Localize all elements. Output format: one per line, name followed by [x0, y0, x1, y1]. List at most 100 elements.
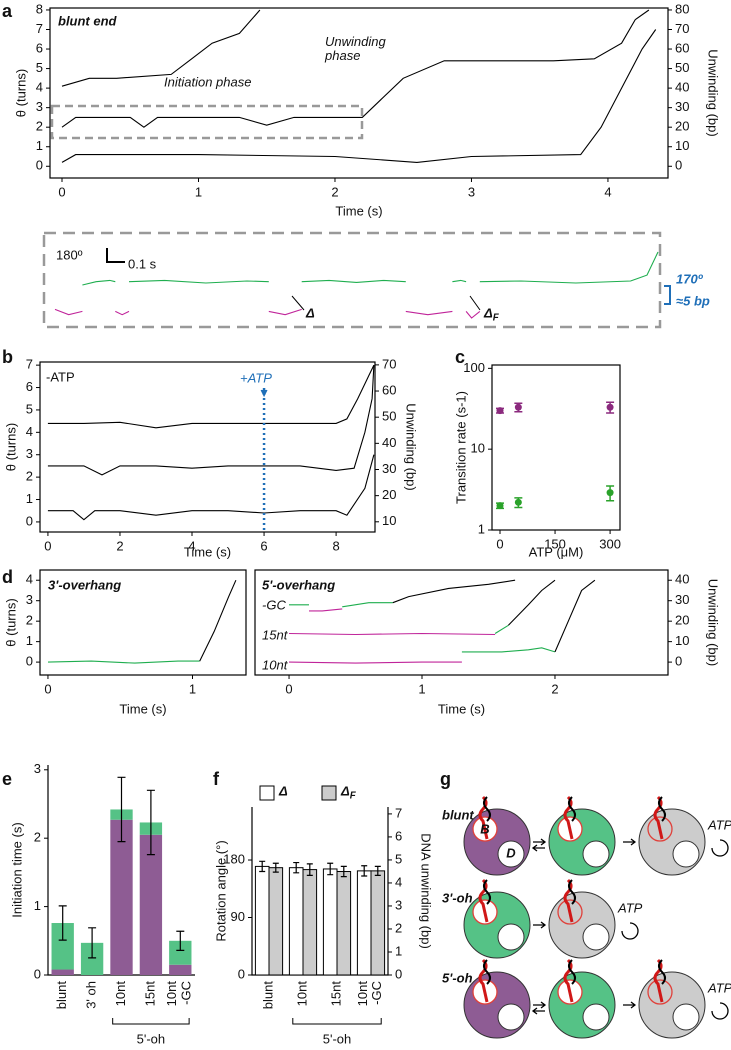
- panel-label: a: [2, 1, 13, 21]
- y2-tick-label: 50: [675, 60, 689, 75]
- atp-label: ATP: [707, 817, 731, 832]
- y2-tick-label: 10: [675, 138, 689, 153]
- y-tick-label: 7: [36, 21, 43, 36]
- arrow: [623, 838, 637, 846]
- annotation: 170º: [676, 271, 704, 286]
- group-bracket: [292, 1018, 382, 1025]
- rotation-arrow: [711, 1002, 729, 1020]
- y2-tick-label: 70: [675, 21, 689, 36]
- y2-tick-label: 1: [395, 943, 402, 958]
- y2-tick-label: 2: [395, 920, 402, 935]
- x-tick-label: 0: [58, 184, 65, 199]
- legend-swatch: [321, 785, 337, 801]
- y-tick-label: 90: [231, 909, 245, 924]
- y-axis-label: θ (turns): [3, 423, 18, 471]
- legend-label: ΔF: [340, 783, 357, 801]
- x-tick-label: 3: [468, 184, 475, 199]
- domain-d: [582, 1003, 610, 1031]
- x-tick-label: 1: [195, 184, 202, 199]
- bar-segment: [110, 819, 133, 975]
- bar-segment: [169, 964, 192, 975]
- y-tick-label: 8: [36, 1, 43, 16]
- x-axis-label: Time (s): [119, 701, 166, 716]
- domain-d: [582, 840, 610, 868]
- x-tick-label: 0: [496, 536, 503, 551]
- y-tick-label: 100: [463, 360, 485, 375]
- y2-tick-label: 60: [382, 382, 396, 397]
- trace: [61, 9, 650, 128]
- bar: [370, 870, 386, 976]
- disk: [638, 808, 706, 876]
- y-axis-label: θ (turns): [13, 69, 28, 117]
- y-tick-label: 7: [26, 357, 33, 372]
- y2-tick-label: 10: [675, 633, 689, 648]
- annotation: ΔF: [483, 305, 500, 323]
- y-tick-label: 1: [26, 633, 33, 648]
- y2-tick-label: 40: [675, 572, 689, 587]
- trace: [47, 365, 375, 476]
- y2-tick-label: 30: [675, 99, 689, 114]
- x-tick-group: 10nt-GC: [355, 981, 384, 1007]
- y2-tick-label: 0: [675, 654, 682, 669]
- plot-frame: [254, 569, 669, 676]
- bar: [322, 868, 338, 976]
- bar: [302, 869, 318, 976]
- trace: [392, 579, 516, 604]
- y2-tick-label: 50: [382, 409, 396, 424]
- x-tick-label: 0: [44, 681, 51, 696]
- trace: [47, 660, 200, 664]
- domain-d: [497, 840, 525, 868]
- domain-d: [672, 840, 700, 868]
- y2-tick-label: 80: [675, 1, 689, 16]
- disk: [548, 891, 616, 959]
- panel-label: d: [2, 567, 13, 587]
- point: [514, 498, 522, 506]
- panel-label: b: [2, 347, 13, 367]
- x-axis-label: ATP (μM): [529, 544, 584, 559]
- y-tick-label: 4: [26, 572, 33, 587]
- annotation: 15nt: [262, 627, 289, 642]
- trace: [554, 579, 596, 653]
- domain-d: [497, 1003, 525, 1031]
- trace: [82, 251, 659, 286]
- group-bracket: [112, 1018, 190, 1025]
- disk: [463, 891, 531, 959]
- step-bracket: [664, 285, 671, 305]
- panel-label: e: [2, 769, 12, 789]
- error-bar: [340, 865, 347, 878]
- plot-frame: [39, 569, 247, 676]
- x-tick-label: 2: [551, 681, 558, 696]
- y-tick-label: 2: [26, 469, 33, 484]
- x-tick-group: 10nt: [113, 981, 128, 1007]
- trace: [61, 9, 261, 87]
- x-tick-label: 1: [418, 681, 425, 696]
- x-tick-label: 6: [260, 538, 267, 553]
- trace: [47, 454, 375, 521]
- disk: [638, 971, 706, 1039]
- y2-tick-label: 4: [395, 874, 402, 889]
- annotation: +ATP: [240, 370, 272, 385]
- atp-arrow: [260, 389, 268, 398]
- arrow: [533, 921, 547, 929]
- legend-swatch: [259, 785, 275, 801]
- annotation: 5'-oh: [323, 1031, 352, 1046]
- y2-tick-label: 6: [395, 828, 402, 843]
- domain-label: D: [506, 845, 516, 860]
- y-tick-label: 1: [478, 521, 485, 536]
- bar-segment: [139, 834, 163, 975]
- domain-d: [672, 1003, 700, 1031]
- y2-tick-label: 0: [675, 158, 682, 173]
- x-tick-label: 8: [332, 538, 339, 553]
- x-tick-label: blunt: [260, 981, 275, 1010]
- y2-tick-label: 20: [675, 119, 689, 134]
- legend-label: Δ: [278, 783, 288, 798]
- error-bar: [374, 865, 381, 876]
- x-axis-label: Time (s): [335, 203, 382, 218]
- y2-tick-label: 20: [675, 613, 689, 628]
- zoom-box: [50, 104, 364, 140]
- bar: [288, 867, 304, 976]
- bar-segment: [169, 940, 192, 965]
- x-tick-group: blunt: [260, 981, 275, 1010]
- y-tick-label: 1: [26, 491, 33, 506]
- dna-strand: [658, 959, 666, 985]
